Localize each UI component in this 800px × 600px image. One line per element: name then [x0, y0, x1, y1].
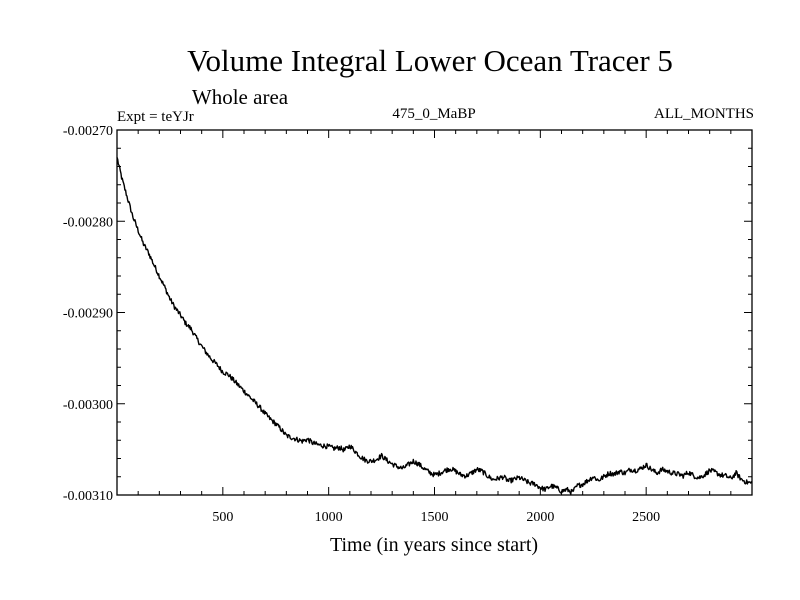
x-tick-label: 500: [212, 510, 233, 525]
x-tick-label: 2000: [526, 510, 554, 525]
y-tick-label: -0.00270: [63, 124, 113, 139]
y-axis: -0.00270 -0.00280 -0.00290 -0.00300 -0.00310: [63, 124, 752, 504]
x-axis: 500 1000 1500 2000 2500: [137, 130, 732, 525]
x-axis-label: Time (in years since start): [330, 534, 538, 556]
months-label: ALL_MONTHS: [654, 106, 754, 122]
experiment-label: Expt = teYJr: [117, 109, 194, 125]
chart-subtitle: Whole area: [192, 85, 289, 109]
period-label: 475_0_MaBP: [392, 106, 475, 122]
chart-title: Volume Integral Lower Ocean Tracer 5: [187, 43, 673, 78]
series-line: [116, 157, 753, 495]
y-tick-label: -0.00310: [63, 489, 113, 504]
y-tick-label: -0.00280: [63, 215, 113, 230]
x-tick-label: 1500: [421, 510, 449, 525]
y-tick-label: -0.00300: [63, 398, 113, 413]
plot-frame: [116, 129, 753, 496]
x-tick-label: 2500: [632, 510, 660, 525]
y-tick-label: -0.00290: [63, 307, 113, 322]
x-tick-label: 1000: [315, 510, 343, 525]
